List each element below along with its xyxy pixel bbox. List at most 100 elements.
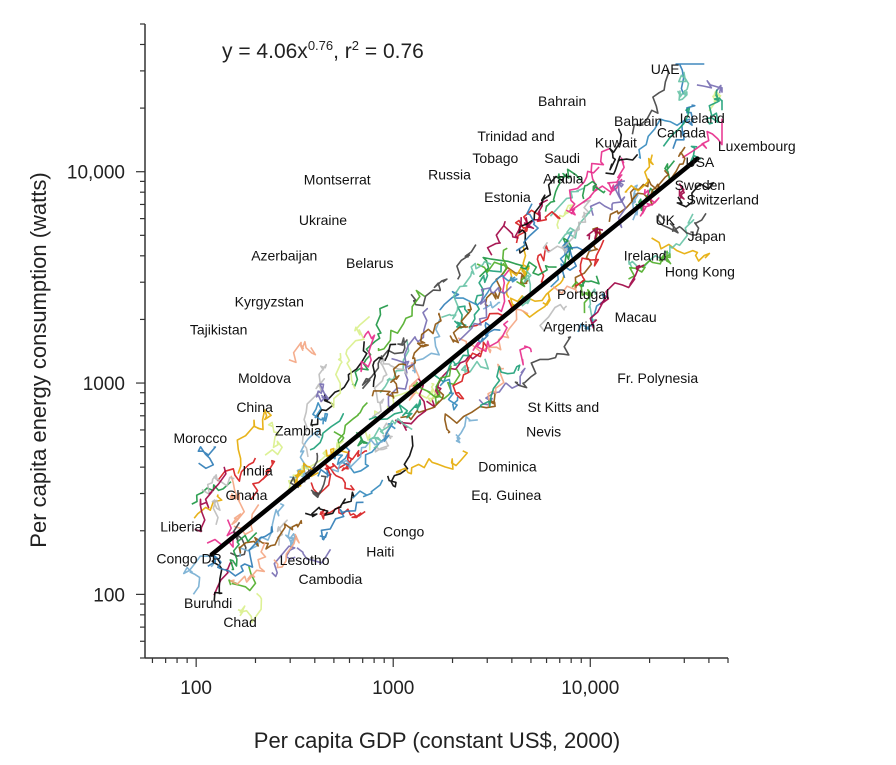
country-trajectory [575,239,605,287]
country-trajectory [536,245,551,284]
country-label: Fr. Polynesia [617,370,698,386]
country-trajectory [194,466,227,533]
country-trajectory [560,241,592,279]
country-trajectory [608,128,623,171]
country-label: Bahrain [614,113,662,129]
country-trajectory [457,308,529,354]
country-label: Azerbaijan [251,248,317,264]
country-trajectory [407,312,442,370]
country-trajectory [557,207,594,245]
country-trajectory [213,562,233,596]
country-trajectory [400,390,445,421]
country-trajectory [675,63,705,95]
country-label: Arabia [543,170,584,186]
country-label: Japan [688,228,726,244]
country-trajectory [556,204,574,230]
country-label: Congo [383,523,424,539]
country-label: USA [685,154,714,170]
country-label: Congo DR [156,551,221,567]
country-trajectory [352,479,384,499]
country-label: Kyrgyzstan [235,294,304,310]
y-tick-label: 1000 [83,374,125,395]
country-trajectory [236,409,272,474]
country-label: Kuwait [595,135,637,151]
country-trajectory [304,491,355,518]
country-trajectory [639,188,660,217]
country-label: Ghana [225,487,267,503]
country-label: Luxembourg [718,138,796,154]
country-label: China [236,399,273,415]
country-label: Zambia [275,422,322,438]
country-trajectory [284,526,298,547]
country-trajectory [317,468,332,478]
country-trajectory [330,353,343,409]
country-trajectory [312,401,329,425]
country-label: Burundi [184,595,232,611]
country-label: Argentina [543,319,603,335]
country-trajectory [229,542,267,586]
country-trajectory [613,182,627,229]
country-trajectory [518,175,572,254]
country-trajectory [191,481,232,505]
country-trajectory [412,365,452,399]
country-trajectory [410,278,448,307]
country-label: Saudi [544,150,580,166]
country-trajectory [207,526,274,577]
fit-equation: y = 4.06x0.76, r2 = 0.76 [222,38,424,63]
country-label: Cambodia [298,571,362,587]
country-label: Dominica [478,458,537,474]
fit-equation-exponent: 0.76 [308,38,333,53]
country-trajectory [372,343,397,388]
country-trajectory [453,305,470,329]
country-trajectory [581,180,606,200]
country-trajectory [672,104,696,149]
country-trajectories [182,63,723,624]
country-trajectory [624,154,654,193]
country-label: Portugal [557,286,609,302]
x-axis-title: Per capita GDP (constant US$, 2000) [254,728,620,753]
country-trajectory [460,358,490,374]
country-trajectory [361,337,409,390]
country-trajectory [514,336,572,389]
country-trajectory [696,80,723,94]
country-trajectory [487,363,505,407]
country-trajectory [662,107,691,147]
country-trajectory [486,217,522,256]
country-trajectory [315,383,330,403]
fit-equation-mid: , r [333,40,352,63]
country-label: Russia [428,166,471,182]
country-trajectory [395,450,469,475]
country-label: Macau [615,309,657,325]
fit-equation-rhs: = 0.76 [359,40,424,63]
y-tick-label: 100 [93,585,125,606]
country-trajectory [676,181,715,208]
x-tick-label: 100 [180,678,212,699]
country-trajectory [605,153,639,175]
country-trajectory [472,320,509,353]
axis-ticks: 100 1000 10,000 100 1000 10,000 [67,23,729,699]
country-trajectory [608,169,670,223]
y-axis-title: Per capita energy consumption (watts) [26,172,51,547]
country-label: Bahrain [538,93,586,109]
country-trajectory [394,378,427,431]
country-trajectory [371,357,408,418]
country-trajectory [310,341,368,426]
country-label: Estonia [484,189,531,205]
country-trajectory [482,301,501,310]
country-trajectory [250,459,276,501]
country-trajectory [301,363,328,458]
country-trajectory [552,284,578,295]
country-trajectory [439,378,459,411]
country-trajectory [568,166,600,215]
country-trajectory [211,499,221,526]
country-label: Morocco [173,430,227,446]
country-trajectory [515,203,539,252]
country-label: Ukraine [299,212,347,228]
country-trajectory [229,531,258,571]
country-trajectory [216,457,257,483]
country-trajectory [310,475,327,499]
country-trajectory [544,168,582,212]
country-trajectory [550,231,573,288]
